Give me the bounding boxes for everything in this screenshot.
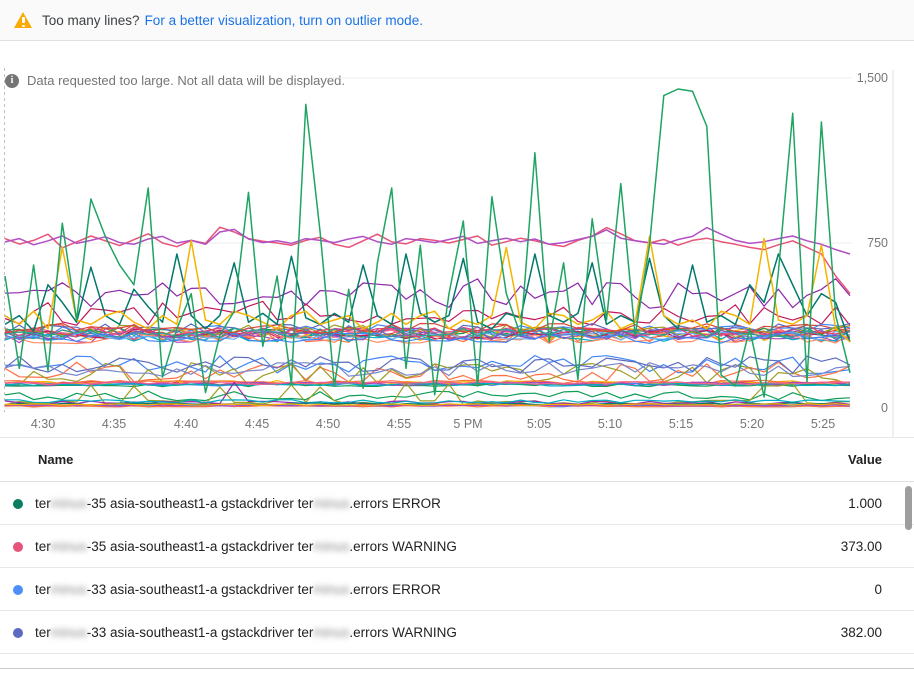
series-value: 1.000 — [848, 496, 882, 511]
x-tick-label: 5 PM — [453, 417, 483, 431]
redacted-text: minus — [313, 496, 350, 511]
series-value: 382.00 — [840, 625, 882, 640]
series-name: terminus-33 asia-southeast1-a gstackdriv… — [35, 582, 441, 597]
data-truncated-notice: i Data requested too large. Not all data… — [5, 73, 345, 88]
legend-value-header: Value — [848, 452, 882, 467]
y-tick-label: 750 — [867, 236, 888, 250]
series-value: 0 — [874, 582, 882, 597]
legend-table: Name Value terminus-35 asia-southeast1-a… — [0, 438, 914, 669]
chart-divider — [0, 437, 914, 438]
timeseries-chart[interactable] — [0, 60, 914, 440]
redacted-text: minus — [313, 582, 350, 597]
legend-header-row: Name Value — [0, 438, 914, 482]
info-icon: i — [5, 73, 19, 88]
series-color-dot — [13, 542, 23, 552]
series-color-dot — [13, 628, 23, 638]
legend-name-header: Name — [38, 452, 74, 467]
x-tick-label: 4:35 — [101, 417, 127, 431]
redacted-text: minus — [50, 625, 87, 640]
notice-text: Data requested too large. Not all data w… — [27, 73, 345, 88]
series-color-dot — [13, 499, 23, 509]
legend-row-partial — [0, 654, 914, 669]
outlier-mode-link[interactable]: For a better visualization, turn on outl… — [144, 12, 423, 28]
x-tick-label: 4:40 — [173, 417, 199, 431]
redacted-text: minus — [50, 539, 87, 554]
x-tick-label: 5:15 — [668, 417, 694, 431]
series-name: terminus-35 asia-southeast1-a gstackdriv… — [35, 539, 457, 554]
legend-row[interactable]: terminus-35 asia-southeast1-a gstackdriv… — [0, 482, 914, 525]
x-tick-label: 5:05 — [526, 417, 552, 431]
legend-row[interactable]: terminus-33 asia-southeast1-a gstackdriv… — [0, 611, 914, 654]
legend-scrollbar[interactable] — [905, 486, 912, 530]
legend-row[interactable]: terminus-33 asia-southeast1-a gstackdriv… — [0, 568, 914, 611]
redacted-text: minus — [313, 625, 350, 640]
redacted-text: minus — [50, 582, 87, 597]
x-tick-label: 4:50 — [315, 417, 341, 431]
x-tick-label: 5:10 — [597, 417, 623, 431]
series-name: terminus-35 asia-southeast1-a gstackdriv… — [35, 496, 441, 511]
series-name: terminus-33 asia-southeast1-a gstackdriv… — [35, 625, 457, 640]
redacted-text: minus — [313, 539, 350, 554]
x-tick-label: 4:30 — [30, 417, 56, 431]
too-many-lines-banner: Too many lines? For a better visualizati… — [0, 0, 914, 41]
x-tick-label: 4:45 — [244, 417, 270, 431]
warning-icon — [14, 12, 32, 28]
x-tick-label: 5:25 — [810, 417, 836, 431]
series-color-dot — [13, 585, 23, 595]
legend-row[interactable]: terminus-35 asia-southeast1-a gstackdriv… — [0, 525, 914, 568]
y-tick-label: 1,500 — [856, 71, 888, 85]
x-tick-label: 5:20 — [739, 417, 765, 431]
y-tick-label: 0 — [881, 401, 888, 415]
redacted-text: minus — [50, 496, 87, 511]
x-tick-label: 4:55 — [386, 417, 412, 431]
banner-text: Too many lines? — [42, 12, 140, 28]
series-value: 373.00 — [840, 539, 882, 554]
